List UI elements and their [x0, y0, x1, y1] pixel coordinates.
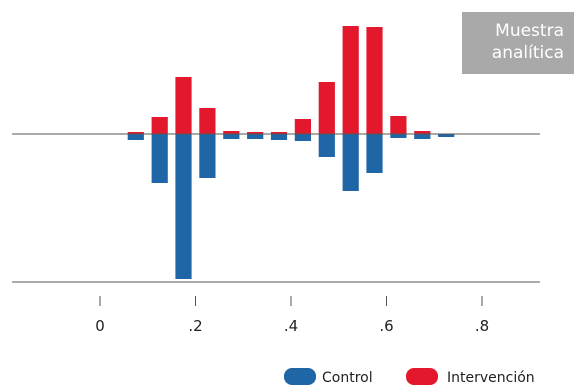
legend-swatch-intervention [406, 368, 438, 385]
analytic-sample-note-line-1: Muestra [495, 21, 564, 41]
control-bar-7 [294, 134, 311, 141]
intervention-bar-1 [151, 117, 168, 134]
control-bar-13 [438, 134, 455, 137]
control-bar-6 [270, 134, 288, 140]
intervention-bar-0 [127, 132, 144, 134]
control-bar-9 [342, 134, 359, 191]
intervention-bar-10 [366, 27, 383, 134]
analytic-sample-note: Muestra analítica [462, 12, 574, 74]
control-bar-1 [151, 134, 168, 183]
x-tick-label-4: .8 [475, 317, 489, 335]
control-bar-2 [175, 134, 192, 279]
control-bar-12 [414, 134, 431, 139]
control-bar-8 [318, 134, 335, 157]
control-bar-5 [247, 134, 264, 139]
intervention-bar-7 [294, 119, 311, 134]
intervention-bar-6 [270, 132, 288, 134]
x-tick-label-2: .4 [284, 317, 298, 335]
legend-label-control: Control [322, 370, 373, 385]
control-bar-11 [390, 134, 407, 138]
x-tick-label-3: .6 [379, 317, 393, 335]
x-axis-ticks: 0 .2 .4 .6 .8 [95, 296, 489, 335]
control-bar-4 [223, 134, 240, 139]
control-bar-3 [199, 134, 216, 178]
intervention-bar-2 [175, 77, 192, 134]
control-bar-0 [127, 134, 144, 140]
x-tick-label-0: 0 [95, 317, 105, 335]
intervention-bar-12 [414, 131, 431, 134]
intervention-bar-9 [342, 26, 359, 134]
intervention-bar-4 [223, 131, 240, 134]
intervention-bar-5 [247, 132, 264, 134]
bars-layer [127, 26, 455, 279]
legend: Control Intervención [284, 368, 535, 385]
intervention-bar-8 [318, 82, 335, 134]
intervention-bar-3 [199, 108, 216, 134]
control-bar-10 [366, 134, 383, 173]
analytic-sample-note-line-2: analítica [491, 43, 564, 63]
legend-label-intervention: Intervención [447, 370, 535, 385]
x-tick-label-1: .2 [188, 317, 202, 335]
intervention-bar-11 [390, 116, 407, 134]
legend-swatch-control [284, 368, 316, 385]
